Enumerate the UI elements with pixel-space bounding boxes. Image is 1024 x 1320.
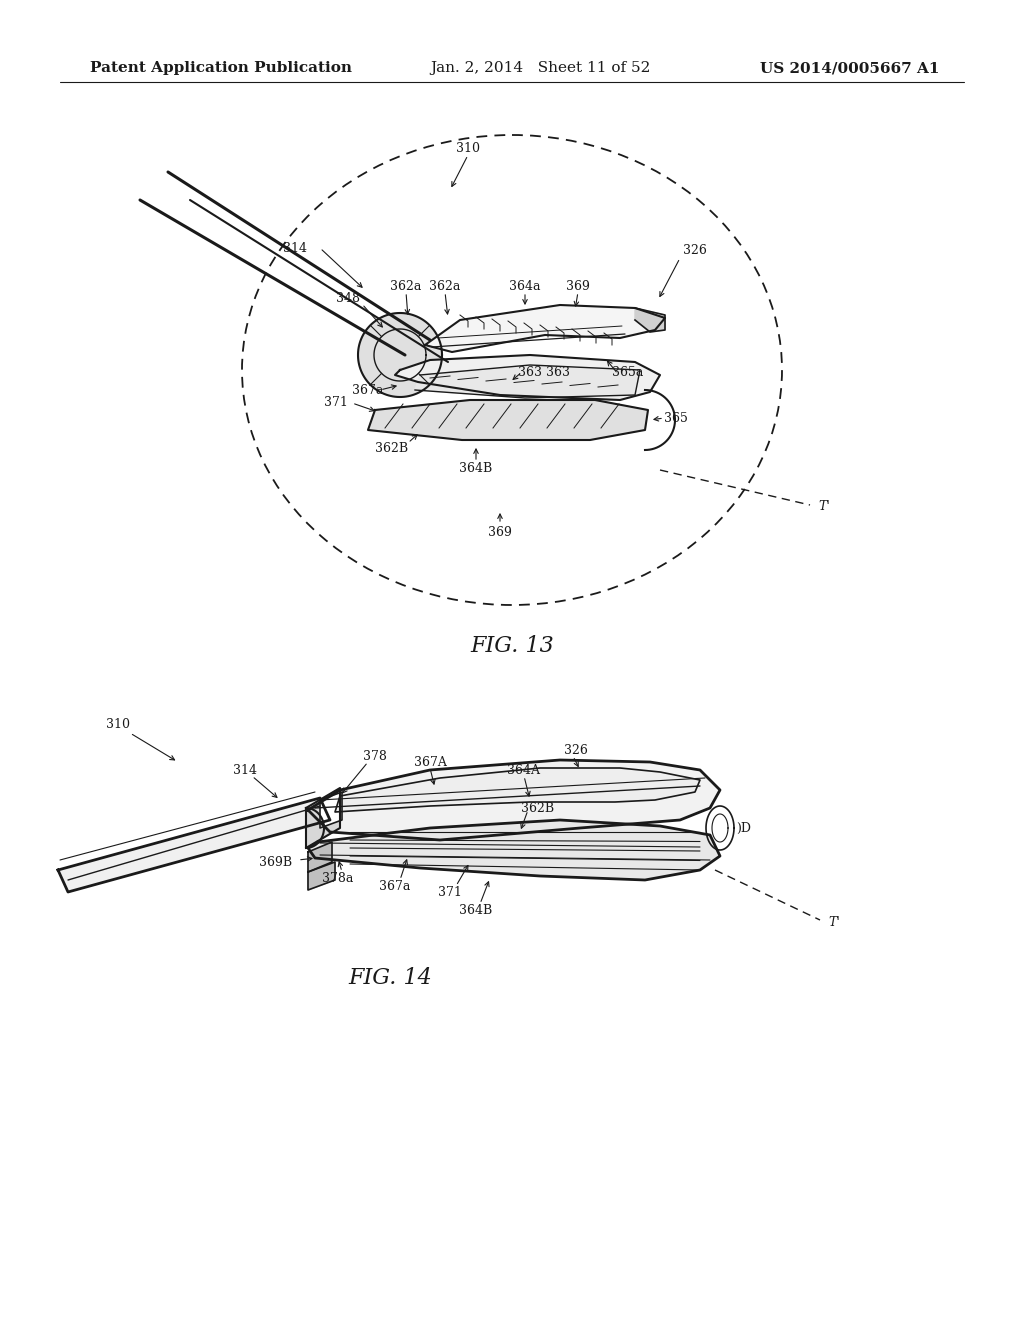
Text: 365: 365 [664,412,688,425]
Text: 362B: 362B [521,801,555,814]
Text: 369: 369 [566,280,590,293]
Text: 362a: 362a [429,280,461,293]
Text: Patent Application Publication: Patent Application Publication [90,61,352,75]
Text: T': T' [828,916,840,928]
Polygon shape [358,313,442,397]
Text: 310: 310 [456,141,480,154]
Polygon shape [368,400,648,440]
Text: 362a: 362a [390,280,422,293]
Text: 314: 314 [233,763,257,776]
Text: 367A: 367A [414,755,446,768]
Text: 326: 326 [683,243,707,256]
Text: 378a: 378a [323,871,353,884]
Text: 367a: 367a [352,384,384,396]
Text: )D: )D [736,821,751,834]
Text: 363: 363 [518,366,542,379]
Text: Jan. 2, 2014   Sheet 11 of 52: Jan. 2, 2014 Sheet 11 of 52 [430,61,650,75]
Text: 314: 314 [283,242,307,255]
Polygon shape [308,842,332,873]
Polygon shape [308,820,720,880]
Text: US 2014/0005667 A1: US 2014/0005667 A1 [760,61,939,75]
Polygon shape [319,792,342,828]
Text: 364a: 364a [509,280,541,293]
Text: FIG. 13: FIG. 13 [470,635,554,657]
Polygon shape [306,788,340,847]
Polygon shape [395,355,660,400]
Polygon shape [425,305,665,352]
Text: 371: 371 [324,396,348,409]
Text: 364B: 364B [460,462,493,474]
Text: 369: 369 [488,525,512,539]
Polygon shape [308,760,720,840]
Text: FIG. 14: FIG. 14 [348,968,432,989]
Text: 365a: 365a [612,366,644,379]
Text: 364B: 364B [460,903,493,916]
Polygon shape [58,799,330,892]
Text: T': T' [818,500,829,513]
Text: 378: 378 [364,750,387,763]
Polygon shape [308,862,335,890]
Text: 369B: 369B [259,855,293,869]
Text: 364A: 364A [508,763,541,776]
Text: 367a: 367a [379,879,411,892]
Text: 371: 371 [438,886,462,899]
Polygon shape [335,768,700,812]
Text: 326: 326 [564,743,588,756]
Text: 348: 348 [336,292,360,305]
Polygon shape [635,308,665,333]
Text: 362B: 362B [376,441,409,454]
Text: 363: 363 [546,366,570,379]
Polygon shape [415,366,640,399]
Text: 310: 310 [106,718,130,731]
